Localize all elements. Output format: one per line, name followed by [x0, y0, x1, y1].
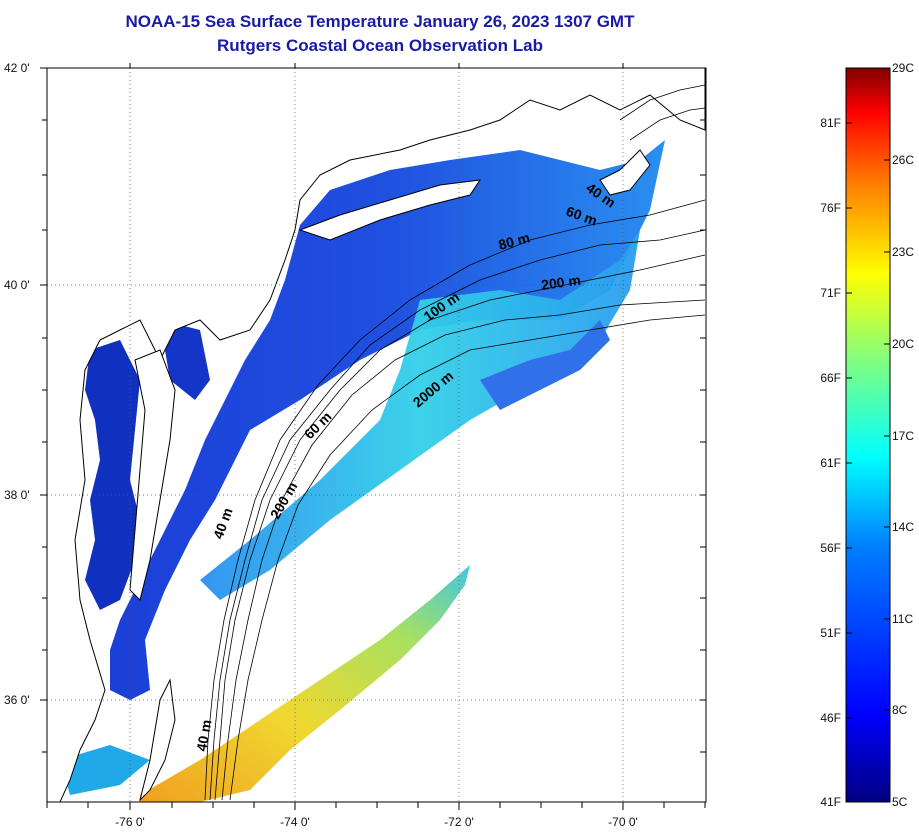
colorbar-f-label: 71F	[820, 286, 841, 300]
hatteras-patch	[60, 745, 150, 795]
contour-label: 40 m	[193, 718, 214, 752]
colorbar-c-label: 5C	[892, 795, 908, 809]
chesapeake-bay	[85, 340, 140, 610]
contour-label: 80 m	[497, 229, 532, 253]
contour-label: 200 m	[540, 272, 582, 293]
colorbar	[845, 67, 891, 803]
eddy-patch	[480, 320, 610, 410]
cape-cod	[599, 149, 651, 196]
colorbar-f-label: 41F	[820, 795, 841, 809]
colorbar-f-label: 46F	[820, 711, 841, 725]
colorbar-c-label: 29C	[892, 61, 915, 75]
lat-label: 38 0'	[4, 488, 30, 502]
lon-label: -70 0'	[608, 815, 638, 829]
bathymetry-contours	[204, 84, 706, 801]
colorbar-c-label: 20C	[892, 337, 915, 351]
sst-layer: 40 m 60 m 80 m 200 m 100 m 2000 m 60 m 2…	[47, 68, 706, 802]
lon-label: -72 0'	[444, 815, 474, 829]
colorbar-c-label: 26C	[892, 153, 915, 167]
map-subtitle: Rutgers Coastal Ocean Observation Lab	[217, 36, 543, 55]
colorbar-c-label: 23C	[892, 245, 915, 259]
shelf-water	[110, 140, 665, 700]
colorbar-f-label: 56F	[820, 541, 841, 555]
colorbar-f-label: 76F	[820, 201, 841, 215]
colorbar-f-label: 51F	[820, 626, 841, 640]
delaware-bay	[160, 320, 210, 400]
colorbar-c-label: 14C	[892, 520, 915, 534]
slope-water	[200, 230, 640, 600]
delmarva-peninsula	[129, 349, 176, 601]
lon-label: -76 0'	[115, 815, 145, 829]
colorbar-f-label: 66F	[820, 371, 841, 385]
colorbar-ticks	[846, 67, 890, 719]
colorbar-c-label: 8C	[892, 703, 908, 717]
map-title: NOAA-15 Sea Surface Temperature January …	[125, 12, 635, 31]
colorbar-f-label: 81F	[820, 116, 841, 130]
outer-banks	[139, 678, 176, 802]
colorbar-f-label: 61F	[820, 456, 841, 470]
gulf-stream	[140, 565, 470, 802]
axis-ticks	[40, 63, 706, 810]
lat-label: 40 0'	[4, 278, 30, 292]
colorbar-c-label: 11C	[892, 612, 914, 626]
long-island	[298, 179, 482, 241]
lat-label: 42 0'	[4, 61, 30, 75]
colorbar-c-label: 17C	[892, 429, 915, 443]
lat-label: 36 0'	[4, 693, 30, 707]
land-mass	[47, 68, 706, 802]
cloud-gap	[210, 380, 600, 660]
lon-label: -74 0'	[280, 815, 310, 829]
